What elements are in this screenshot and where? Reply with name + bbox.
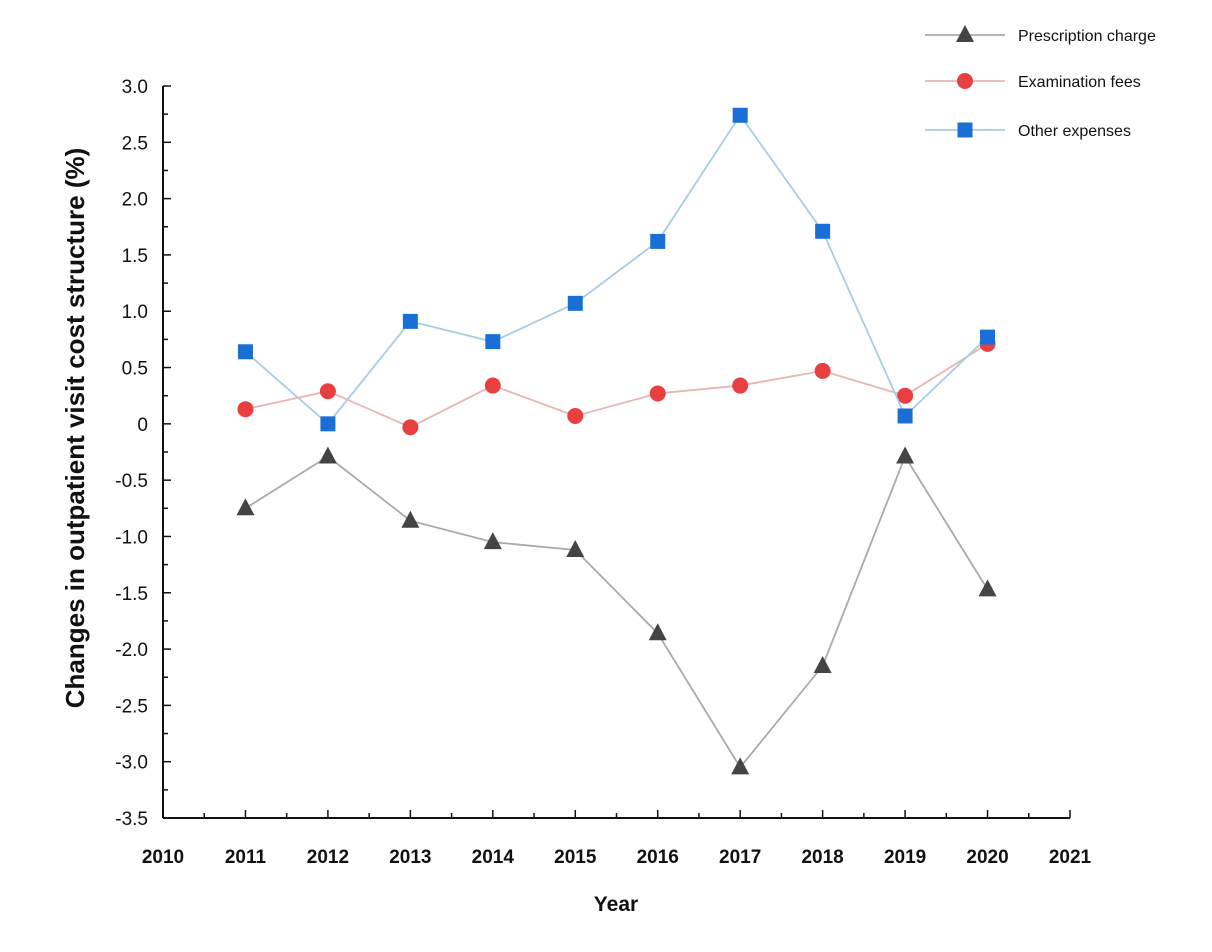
legend-marker-triangle-icon xyxy=(956,25,974,42)
legend: Prescription charge Examination fees Other… xyxy=(925,25,1156,140)
legend-label: Other expenses xyxy=(1018,123,1131,140)
legend-marker-square-icon xyxy=(957,122,973,138)
data-point-prescription-charge xyxy=(731,757,750,775)
data-point-examination-fees xyxy=(319,383,336,400)
y-tick-label: -2.5 xyxy=(115,696,148,717)
legend-label: Prescription charge xyxy=(1018,28,1156,45)
y-tick-label: -3.0 xyxy=(115,753,148,774)
x-tick-label: 2021 xyxy=(1049,847,1092,868)
data-point-examination-fees xyxy=(237,401,254,418)
series-line-other-expenses xyxy=(244,113,989,426)
x-tick-label: 2018 xyxy=(801,847,843,868)
legend-item-other-expenses: Other expenses xyxy=(925,122,1131,140)
data-point-examination-fees xyxy=(649,385,666,402)
x-tick-label: 2016 xyxy=(637,847,679,868)
data-point-other-expenses xyxy=(897,408,913,424)
series-line-examination-fees xyxy=(245,343,989,429)
legend-marker-circle-icon xyxy=(957,73,973,89)
y-tick-label: 2.0 xyxy=(122,190,148,211)
data-point-examination-fees xyxy=(897,387,914,404)
x-tick-label: 2010 xyxy=(142,847,184,868)
axes xyxy=(162,85,1071,819)
x-tick-label: 2017 xyxy=(719,847,761,868)
data-point-other-expenses xyxy=(402,313,418,329)
data-point-examination-fees xyxy=(814,362,831,379)
y-tick-label: -2.0 xyxy=(115,640,148,661)
x-tick-label: 2015 xyxy=(554,847,597,868)
y-tick-label: -3.5 xyxy=(115,809,148,830)
data-point-other-expenses xyxy=(485,334,501,350)
data-point-examination-fees xyxy=(402,419,419,436)
data-point-prescription-charge xyxy=(813,655,832,673)
data-point-prescription-charge xyxy=(483,532,502,550)
data-point-other-expenses xyxy=(815,223,831,239)
series-examination-fees xyxy=(237,335,996,436)
tick-labels: 3.0 2.5 2.0 1.5 1.0 0.5 0 -0.5 -1.0 -1.5 -2.0 -2.5 -… xyxy=(115,77,1091,868)
y-tick-label: -0.5 xyxy=(115,471,148,492)
data-point-prescription-charge xyxy=(401,510,420,528)
data-point-other-expenses xyxy=(567,295,583,311)
series-prescription-charge xyxy=(236,446,997,775)
data-point-prescription-charge xyxy=(566,539,585,557)
legend-label: Examination fees xyxy=(1018,74,1141,91)
data-point-examination-fees xyxy=(484,377,501,394)
series-other-expenses xyxy=(237,107,996,432)
data-point-prescription-charge xyxy=(318,446,337,464)
data-point-examination-fees xyxy=(732,377,749,394)
series-line-prescription-charge xyxy=(244,454,989,769)
data-point-prescription-charge xyxy=(236,498,255,516)
data-point-other-expenses xyxy=(320,416,336,432)
y-tick-label: 1.0 xyxy=(122,302,148,323)
x-tick-label: 2014 xyxy=(472,847,515,868)
y-tick-label: 2.5 xyxy=(122,133,148,154)
y-tick-label: -1.0 xyxy=(115,527,148,548)
x-tick-label: 2011 xyxy=(225,847,267,868)
legend-item-prescription-charge: Prescription charge xyxy=(925,25,1156,45)
x-axis-title: Year xyxy=(594,893,638,916)
y-tick-label: 1.5 xyxy=(122,246,148,267)
y-tick-label: 0 xyxy=(137,415,148,436)
data-point-other-expenses xyxy=(237,344,253,360)
x-tick-label: 2012 xyxy=(307,847,349,868)
y-axis-title: Changes in outpatient visit cost structu… xyxy=(60,148,90,709)
legend-item-examination-fees: Examination fees xyxy=(925,73,1141,91)
y-tick-label: -1.5 xyxy=(115,584,148,605)
x-tick-label: 2013 xyxy=(389,847,431,868)
y-tick-label: 0.5 xyxy=(122,359,148,380)
y-tick-label: 3.0 xyxy=(122,77,148,98)
data-point-other-expenses xyxy=(732,107,748,123)
data-point-examination-fees xyxy=(567,407,584,424)
x-tick-label: 2020 xyxy=(966,847,1008,868)
data-point-other-expenses xyxy=(650,233,666,249)
series-group xyxy=(236,107,997,775)
x-tick-label: 2019 xyxy=(884,847,926,868)
data-point-prescription-charge xyxy=(896,446,915,464)
data-point-prescription-charge xyxy=(978,579,997,597)
data-point-other-expenses xyxy=(980,329,996,345)
data-point-prescription-charge xyxy=(648,623,667,641)
